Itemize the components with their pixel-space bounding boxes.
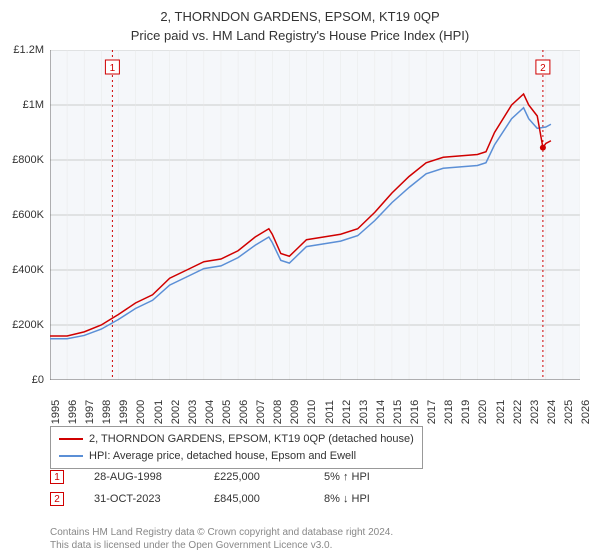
transaction-price: £225,000 [214, 471, 294, 483]
x-tick-label: 2011 [324, 400, 336, 424]
x-tick-label: 2015 [392, 400, 404, 424]
attribution-footer: Contains HM Land Registry data © Crown c… [50, 526, 393, 552]
x-tick-label: 2025 [563, 400, 575, 424]
x-tick-label: 2007 [255, 400, 267, 424]
x-tick-label: 2018 [443, 400, 455, 424]
x-tick-label: 1997 [84, 400, 96, 424]
transaction-date: 28-AUG-1998 [94, 471, 184, 483]
footer-line-1: Contains HM Land Registry data © Crown c… [50, 526, 393, 539]
svg-text:2: 2 [540, 63, 546, 74]
transaction-price: £845,000 [214, 493, 294, 505]
transaction-row: 2 31-OCT-2023 £845,000 8% ↓ HPI [50, 488, 370, 510]
x-tick-label: 2019 [460, 400, 472, 424]
x-axis: 1995 1996 1997 1998 1999 2000 2001 2002 2003 2004… [50, 382, 580, 422]
x-tick-label: 1996 [67, 400, 79, 424]
x-tick-label: 1999 [118, 400, 130, 424]
legend-item: HPI: Average price, detached house, Epso… [59, 448, 414, 465]
chart-container: 2, THORNDON GARDENS, EPSOM, KT19 0QP Pri… [0, 0, 600, 560]
x-tick-label: 2005 [221, 400, 233, 424]
x-tick-label: 1998 [101, 400, 113, 424]
x-tick-label: 2000 [135, 400, 147, 424]
plot-area: 12 [50, 50, 580, 380]
x-tick-label: 2001 [153, 400, 165, 424]
x-tick-label: 2022 [512, 400, 524, 424]
y-tick-label: £200K [12, 319, 44, 331]
x-tick-label: 2003 [187, 400, 199, 424]
x-tick-label: 2026 [580, 400, 592, 424]
chart-svg: 12 [50, 50, 580, 380]
y-tick-label: £800K [12, 154, 44, 166]
chart-subtitle: Price paid vs. HM Land Registry's House … [0, 26, 600, 43]
x-tick-label: 2009 [289, 400, 301, 424]
x-tick-label: 1995 [50, 400, 62, 424]
x-tick-label: 2010 [306, 400, 318, 424]
transaction-marker: 2 [50, 492, 64, 506]
transaction-table: 1 28-AUG-1998 £225,000 5% ↑ HPI 2 31-OCT-2023… [50, 466, 370, 510]
transaction-delta: 8% ↓ HPI [324, 493, 370, 505]
y-tick-label: £0 [32, 374, 44, 386]
legend-swatch [59, 438, 83, 440]
legend: 2, THORNDON GARDENS, EPSOM, KT19 0QP (de… [50, 426, 423, 469]
x-tick-label: 2014 [375, 400, 387, 424]
legend-label: HPI: Average price, detached house, Epso… [89, 448, 356, 465]
x-tick-label: 2008 [272, 400, 284, 424]
chart-title: 2, THORNDON GARDENS, EPSOM, KT19 0QP [0, 0, 600, 26]
transaction-row: 1 28-AUG-1998 £225,000 5% ↑ HPI [50, 466, 370, 488]
x-tick-label: 2017 [426, 400, 438, 424]
svg-text:1: 1 [110, 63, 116, 74]
transaction-marker: 1 [50, 470, 64, 484]
x-tick-label: 2016 [409, 400, 421, 424]
x-tick-label: 2004 [204, 400, 216, 424]
y-tick-label: £600K [12, 209, 44, 221]
x-tick-label: 2020 [477, 400, 489, 424]
legend-label: 2, THORNDON GARDENS, EPSOM, KT19 0QP (de… [89, 431, 414, 448]
y-axis: £0£200K£400K£600K£800K£1M£1.2M [0, 50, 48, 380]
y-tick-label: £400K [12, 264, 44, 276]
legend-swatch [59, 455, 83, 457]
legend-item: 2, THORNDON GARDENS, EPSOM, KT19 0QP (de… [59, 431, 414, 448]
y-tick-label: £1M [23, 99, 44, 111]
x-tick-label: 2023 [529, 400, 541, 424]
transaction-delta: 5% ↑ HPI [324, 471, 370, 483]
x-tick-label: 2002 [170, 400, 182, 424]
x-tick-label: 2021 [495, 400, 507, 424]
x-tick-label: 2006 [238, 400, 250, 424]
x-tick-label: 2012 [341, 400, 353, 424]
footer-line-2: This data is licensed under the Open Gov… [50, 539, 393, 552]
x-tick-label: 2024 [546, 400, 558, 424]
y-tick-label: £1.2M [13, 44, 44, 56]
transaction-date: 31-OCT-2023 [94, 493, 184, 505]
x-tick-label: 2013 [358, 400, 370, 424]
